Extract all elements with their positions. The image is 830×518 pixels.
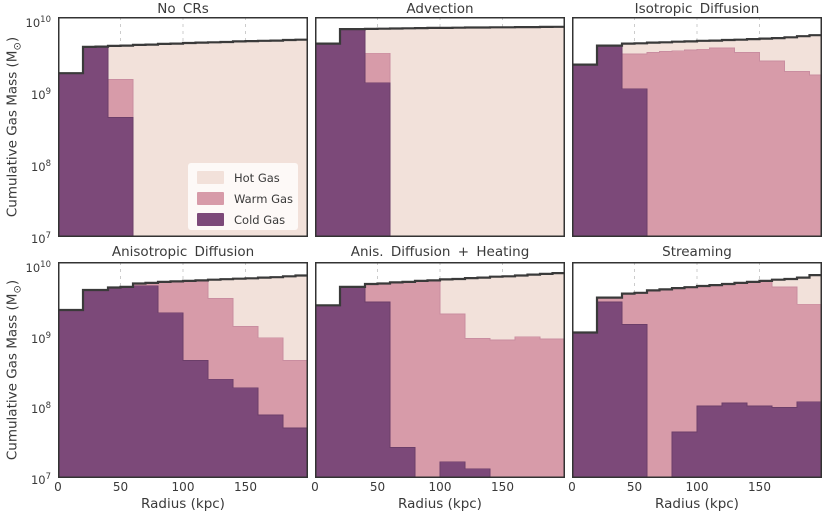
x-tick-label-150: 150 xyxy=(491,480,514,494)
x-tick-label-150: 150 xyxy=(234,480,257,494)
y-tick-label-1e7: 107 xyxy=(30,231,51,246)
hot-gas-swatch xyxy=(197,171,224,184)
legend-item-cold: Cold Gas xyxy=(188,209,298,230)
chart-streaming xyxy=(572,262,822,478)
y-tick-label-1e8: 108 xyxy=(30,159,51,174)
y-tick-label-1e9: 109 xyxy=(30,330,51,346)
cold-gas-swatch xyxy=(197,213,224,226)
x-tick-label-50: 50 xyxy=(112,480,129,494)
y-tick-label-1e10: 1010 xyxy=(25,260,51,276)
x-tick-label-0: 0 xyxy=(311,480,319,494)
y-tick-label-1e9: 109 xyxy=(30,87,51,103)
x-axis-label-right: Radius (kpc) xyxy=(655,496,739,512)
y-axis-ticks-top-row: 1010 109 108 107 xyxy=(0,15,54,245)
x-tick-label-0: 0 xyxy=(568,480,576,494)
x-axis-label-middle: Radius (kpc) xyxy=(398,496,482,512)
y-tick-label-1e7: 107 xyxy=(30,472,51,487)
legend-item-warm: Warm Gas xyxy=(188,188,298,209)
legend-label-hot: Hot Gas xyxy=(234,170,280,185)
chart-anisotropic xyxy=(58,262,308,478)
chart-advection xyxy=(315,17,565,237)
y-axis-ticks-bottom-row: 1010 109 108 107 xyxy=(0,260,54,487)
legend-item-hot: Hot Gas xyxy=(188,163,298,188)
panel-title-anis-heating: Anis. Diffusion + Heating xyxy=(350,244,530,260)
panel-title-advection: Advection xyxy=(406,1,474,17)
x-tick-label-50: 50 xyxy=(369,480,386,494)
y-tick-label-1e8: 108 xyxy=(30,401,51,417)
chart-anis-heating xyxy=(315,262,565,478)
panel-title-streaming: Streaming xyxy=(662,244,732,260)
chart-isotropic xyxy=(572,17,822,237)
x-tick-label-0: 0 xyxy=(54,480,62,494)
legend-label-warm: Warm Gas xyxy=(234,191,294,206)
legend: Hot Gas Warm Gas Cold Gas xyxy=(188,163,298,230)
x-tick-label-100: 100 xyxy=(685,480,709,494)
y-tick-label-1e10: 1010 xyxy=(25,15,51,31)
warm-gas-swatch xyxy=(197,192,224,205)
x-tick-label-150: 150 xyxy=(748,480,771,494)
x-tick-label-100: 100 xyxy=(428,480,452,494)
x-axis-ticks-anisotropic: 0 50 100 150 xyxy=(54,480,308,495)
x-tick-label-50: 50 xyxy=(626,480,643,494)
legend-label-cold: Cold Gas xyxy=(234,212,286,227)
panel-title-anisotropic: Anisotropic Diffusion xyxy=(111,244,255,260)
x-axis-ticks-anis-heating: 0 50 100 150 xyxy=(311,480,565,495)
x-axis-label-left: Radius (kpc) xyxy=(141,496,225,512)
x-axis-ticks-streaming: 0 50 100 150 xyxy=(568,480,822,495)
panel-title-isotropic: Isotropic Diffusion xyxy=(634,1,760,17)
x-tick-label-100: 100 xyxy=(171,480,195,494)
panel-title-no-crs: No CRs xyxy=(157,1,209,17)
